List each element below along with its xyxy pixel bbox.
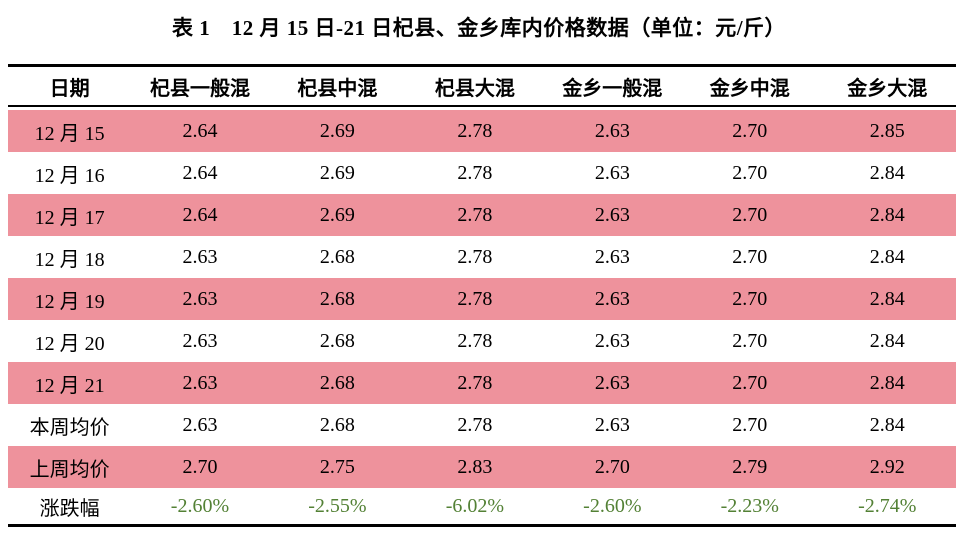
row-label: 12 月 16 (8, 152, 132, 194)
price-value-cell: 2.79 (681, 446, 819, 488)
price-value-cell: 2.83 (406, 446, 544, 488)
table-title: 表 1 12 月 15 日-21 日杞县、金乡库内价格数据（单位：元/斤） (171, 16, 787, 40)
table-row: 上周均价 2.70 2.75 2.83 2.70 2.79 2.92 (8, 446, 956, 488)
table-row: 12 月 19 2.63 2.68 2.78 2.63 2.70 2.84 (8, 278, 956, 320)
row-label: 涨跌幅 (8, 488, 132, 527)
column-header: 金乡中混 (681, 64, 819, 107)
price-value-cell: 2.84 (818, 236, 956, 278)
price-value-cell: 2.63 (131, 320, 269, 362)
price-value-cell: 2.70 (681, 107, 819, 152)
price-value-cell: 2.64 (131, 107, 269, 152)
table-row: 12 月 18 2.63 2.68 2.78 2.63 2.70 2.84 (8, 236, 956, 278)
row-label: 12 月 17 (8, 194, 132, 236)
price-value-cell: 2.75 (268, 446, 407, 488)
price-value-cell: 2.70 (681, 320, 819, 362)
price-value-cell: 2.85 (818, 107, 956, 152)
column-header: 日期 (8, 64, 132, 107)
price-value-cell: 2.92 (818, 446, 956, 488)
price-value-cell: 2.68 (268, 362, 407, 404)
price-value-cell: 2.69 (268, 194, 407, 236)
change-value-cell: -2.60% (131, 488, 269, 527)
price-value-cell: 2.63 (543, 278, 682, 320)
price-value-cell: 2.63 (543, 107, 682, 152)
price-value-cell: 2.78 (406, 404, 544, 446)
price-value-cell: 2.63 (131, 404, 269, 446)
row-label: 12 月 21 (8, 362, 132, 404)
price-value-cell: 2.68 (268, 320, 407, 362)
row-label: 上周均价 (8, 446, 132, 488)
price-value-cell: 2.63 (543, 362, 682, 404)
row-label: 本周均价 (8, 404, 132, 446)
price-value-cell: 2.84 (818, 362, 956, 404)
price-value-cell: 2.70 (681, 152, 819, 194)
price-value-cell: 2.63 (543, 320, 682, 362)
price-value-cell: 2.78 (406, 107, 544, 152)
price-value-cell: 2.70 (681, 194, 819, 236)
price-value-cell: 2.70 (681, 404, 819, 446)
price-table: 日期 杞县一般混 杞县中混 杞县大混 金乡一般混 金乡中混 金乡大混 12 月 15 2.64… (8, 64, 956, 527)
price-value-cell: 2.78 (406, 236, 544, 278)
change-value-cell: -2.55% (268, 488, 407, 527)
table-row: 本周均价 2.63 2.68 2.78 2.63 2.70 2.84 (8, 404, 956, 446)
table-row: 12 月 15 2.64 2.69 2.78 2.63 2.70 2.85 (8, 107, 956, 152)
price-value-cell: 2.63 (543, 236, 682, 278)
table-row: 12 月 17 2.64 2.69 2.78 2.63 2.70 2.84 (8, 194, 956, 236)
price-value-cell: 2.64 (131, 152, 269, 194)
change-value-cell: -6.02% (406, 488, 544, 527)
price-value-cell: 2.78 (406, 194, 544, 236)
price-value-cell: 2.84 (818, 404, 956, 446)
price-value-cell: 2.84 (818, 152, 956, 194)
price-value-cell: 2.63 (131, 362, 269, 404)
column-header: 杞县大混 (406, 64, 544, 107)
price-value-cell: 2.69 (268, 152, 407, 194)
price-value-cell: 2.78 (406, 362, 544, 404)
price-value-cell: 2.68 (268, 404, 407, 446)
price-value-cell: 2.63 (131, 236, 269, 278)
table-row: 12 月 21 2.63 2.68 2.78 2.63 2.70 2.84 (8, 362, 956, 404)
price-value-cell: 2.78 (406, 278, 544, 320)
price-value-cell: 2.63 (543, 404, 682, 446)
table-row: 涨跌幅 -2.60% -2.55% -6.02% -2.60% -2.23% -2.74% (8, 488, 956, 527)
price-value-cell: 2.78 (406, 152, 544, 194)
price-value-cell: 2.63 (543, 152, 682, 194)
price-value-cell: 2.64 (131, 194, 269, 236)
column-header: 金乡大混 (818, 64, 956, 107)
change-value-cell: -2.23% (681, 488, 819, 527)
row-label: 12 月 20 (8, 320, 132, 362)
price-value-cell: 2.63 (543, 194, 682, 236)
price-value-cell: 2.69 (268, 107, 407, 152)
table-row: 12 月 20 2.63 2.68 2.78 2.63 2.70 2.84 (8, 320, 956, 362)
header-row: 日期 杞县一般混 杞县中混 杞县大混 金乡一般混 金乡中混 金乡大混 (8, 64, 956, 107)
price-value-cell: 2.70 (543, 446, 682, 488)
row-label: 12 月 19 (8, 278, 132, 320)
column-header: 金乡一般混 (543, 64, 682, 107)
price-value-cell: 2.78 (406, 320, 544, 362)
column-header: 杞县一般混 (131, 64, 269, 107)
column-header: 杞县中混 (268, 64, 407, 107)
change-value-cell: -2.74% (818, 488, 956, 527)
price-value-cell: 2.84 (818, 320, 956, 362)
change-value-cell: -2.60% (543, 488, 682, 527)
price-value-cell: 2.70 (131, 446, 269, 488)
table-row: 12 月 16 2.64 2.69 2.78 2.63 2.70 2.84 (8, 152, 956, 194)
price-value-cell: 2.70 (681, 236, 819, 278)
price-value-cell: 2.63 (131, 278, 269, 320)
price-value-cell: 2.84 (818, 194, 956, 236)
price-value-cell: 2.84 (818, 278, 956, 320)
price-value-cell: 2.68 (268, 278, 407, 320)
table-body: 12 月 15 2.64 2.69 2.78 2.63 2.70 2.85 12 月 16 2.… (8, 107, 956, 527)
price-value-cell: 2.68 (268, 236, 407, 278)
price-value-cell: 2.70 (681, 362, 819, 404)
row-label: 12 月 18 (8, 236, 132, 278)
price-value-cell: 2.70 (681, 278, 819, 320)
row-label: 12 月 15 (8, 107, 132, 152)
